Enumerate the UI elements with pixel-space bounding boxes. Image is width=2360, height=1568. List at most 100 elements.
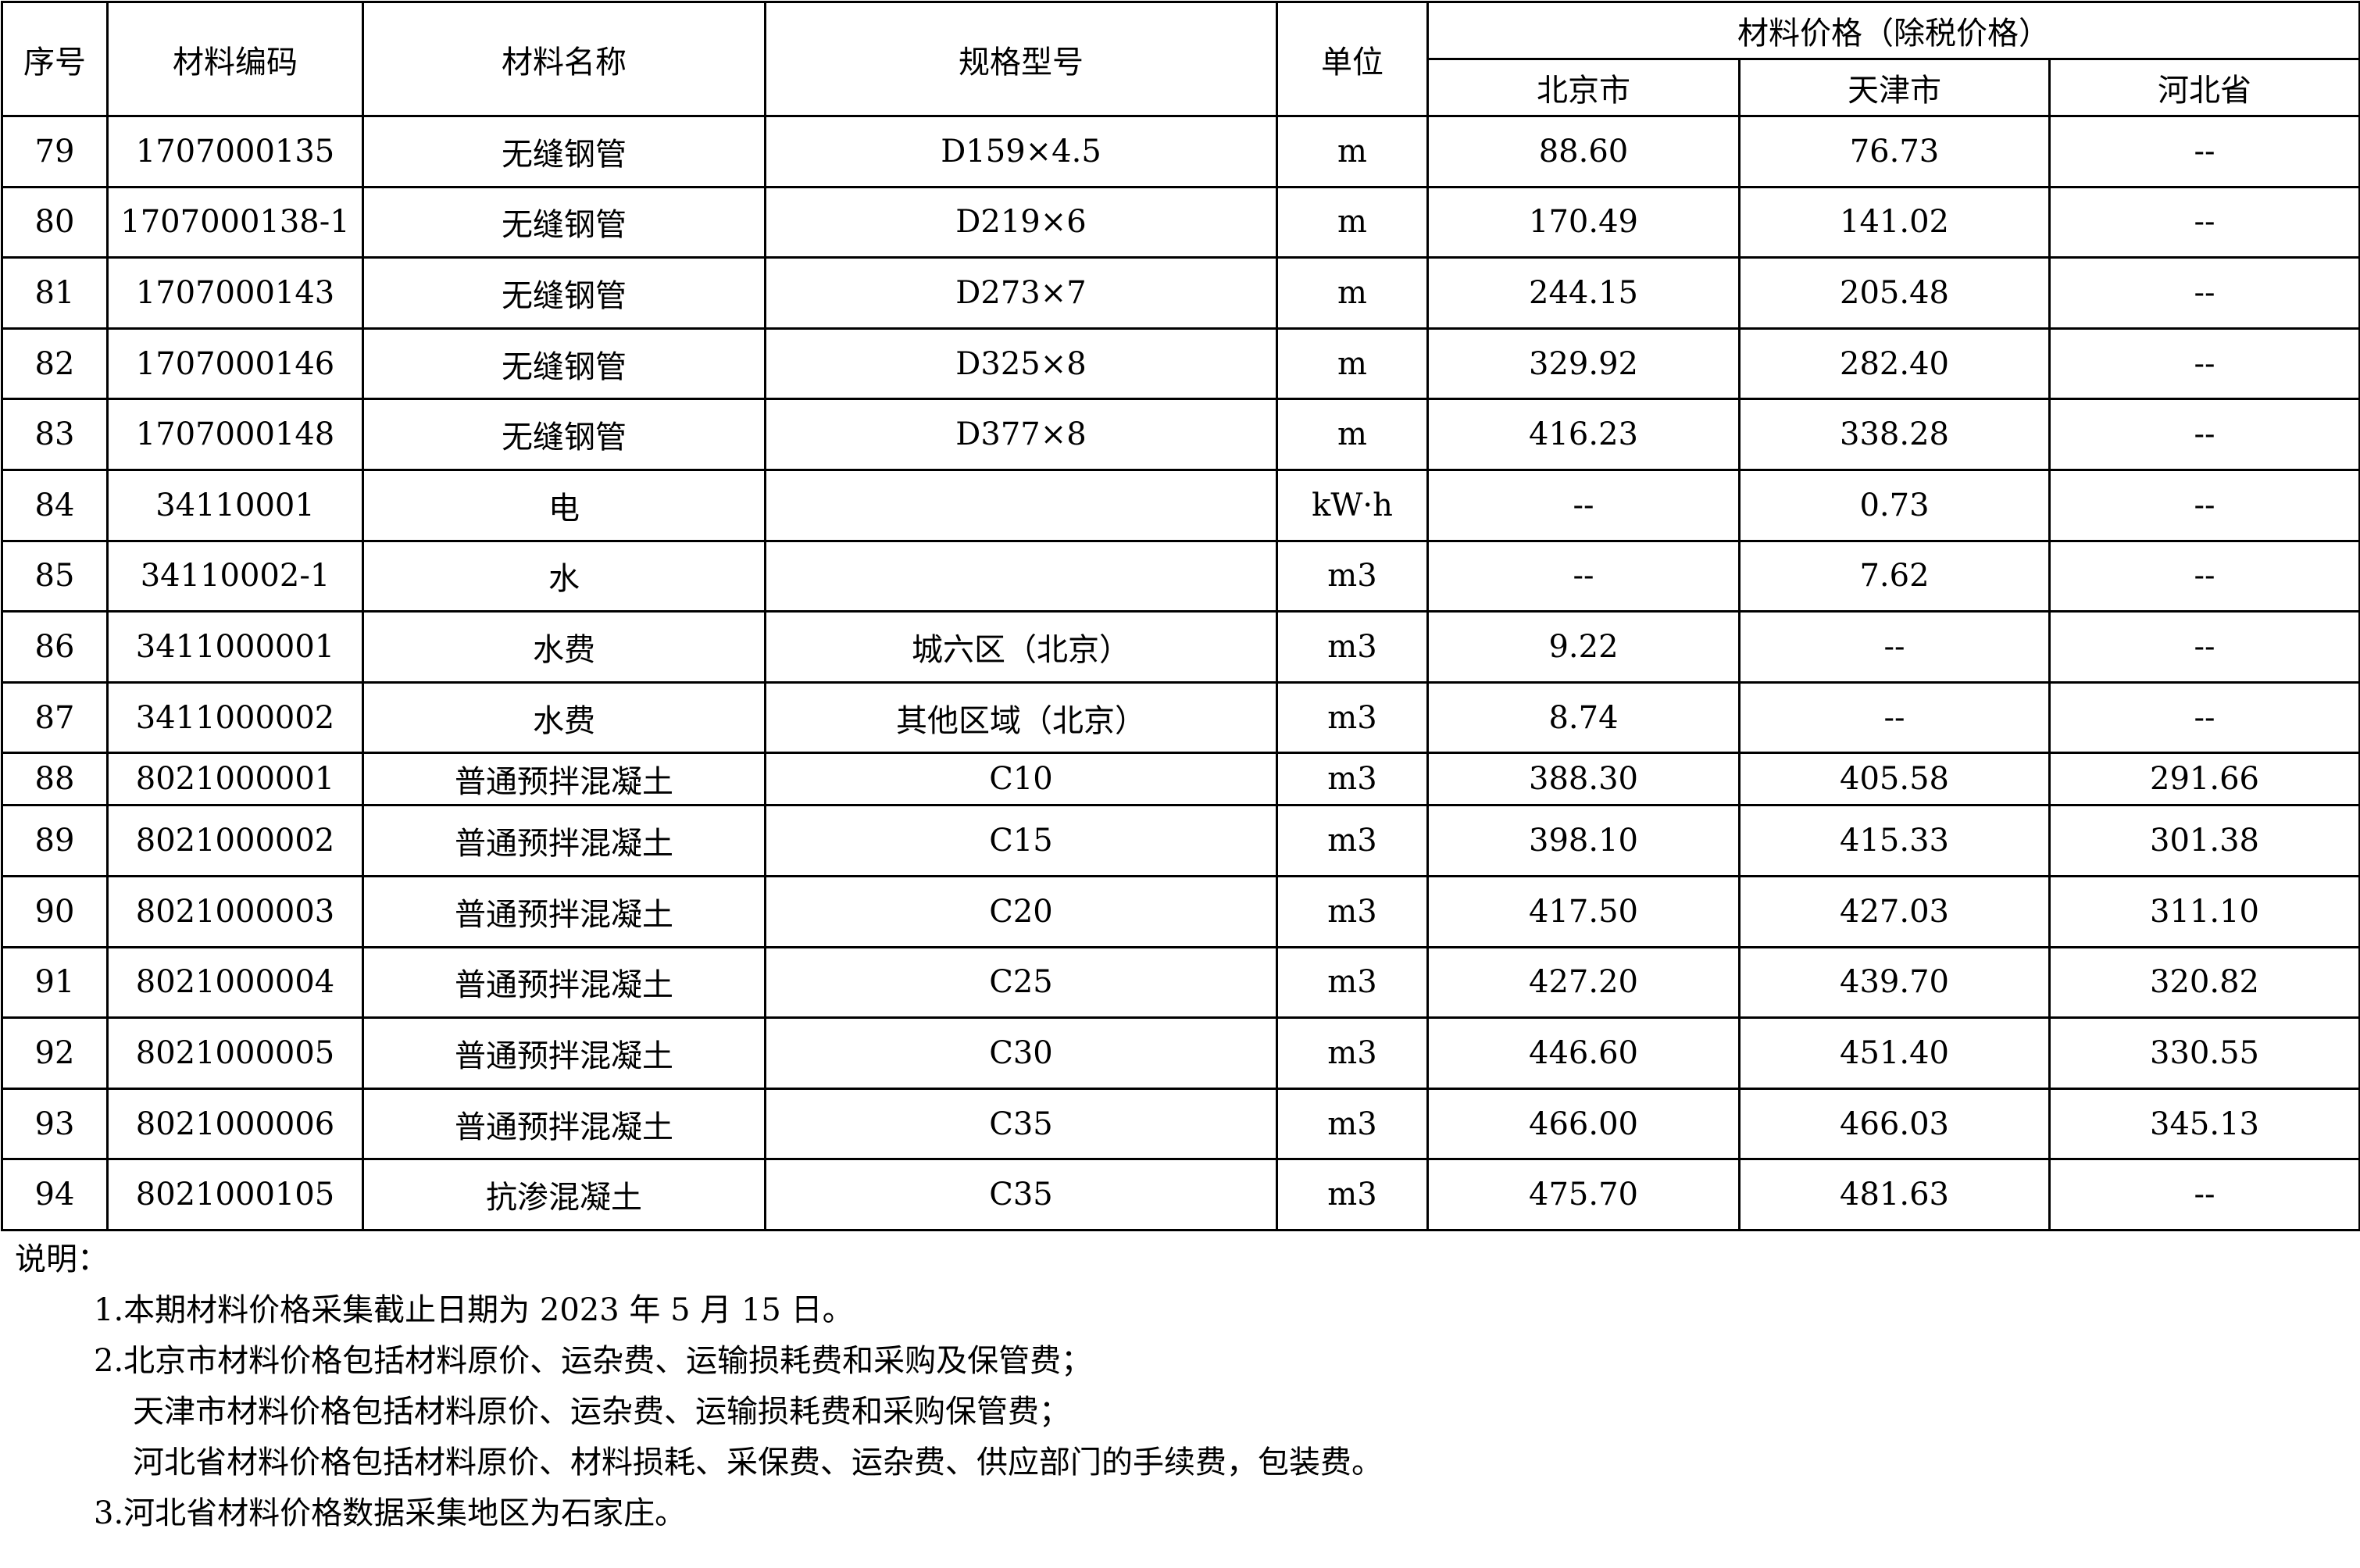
cell-code: 8021000003: [106, 874, 364, 948]
cell-beijing: 88.60: [1426, 115, 1741, 188]
cell-name: 水费: [362, 610, 766, 684]
cell-hebei: --: [2048, 468, 2360, 542]
cell-seq: 80: [1, 185, 109, 259]
cell-spec: D159×4.5: [764, 115, 1278, 188]
table-row: 80 1707000138-1 无缝钢管 D219×6 m 170.49 141.02 --: [1, 185, 2360, 259]
cell-name: 抗渗混凝土: [362, 1158, 766, 1231]
cell-hebei: 330.55: [2048, 1016, 2360, 1090]
cell-beijing: --: [1426, 468, 1741, 542]
cell-hebei: --: [2048, 610, 2360, 684]
cell-spec: 其他区域（北京）: [764, 680, 1278, 755]
cell-name: 水: [362, 539, 766, 613]
material-price-table: 序号 材料编码 材料名称 规格型号 单位 材料价格（除税价格） 北京市 天津市 …: [1, 1, 2360, 1231]
cell-beijing: --: [1426, 539, 1741, 613]
cell-hebei: --: [2048, 327, 2360, 401]
cell-spec: D219×6: [764, 185, 1278, 259]
cell-beijing: 388.30: [1426, 752, 1741, 807]
cell-tianjin: 415.33: [1738, 804, 2051, 877]
table-row: 85 34110002-1 水 m3 -- 7.62 --: [1, 539, 2360, 613]
cell-beijing: 416.23: [1426, 398, 1741, 471]
cell-name: 普通预拌混凝土: [362, 1016, 766, 1090]
cell-code: 1707000143: [106, 256, 364, 330]
cell-beijing: 417.50: [1426, 874, 1741, 948]
cell-beijing: 475.70: [1426, 1158, 1741, 1231]
cell-name: 普通预拌混凝土: [362, 1087, 766, 1161]
table-row: 79 1707000135 无缝钢管 D159×4.5 m 88.60 76.73 --: [1, 115, 2360, 188]
cell-tianjin: 282.40: [1738, 327, 2051, 401]
header-unit: 单位: [1276, 1, 1429, 117]
cell-hebei: 291.66: [2048, 752, 2360, 807]
table-row: 87 3411000002 水费 其他区域（北京） m3 8.74 -- --: [1, 680, 2360, 755]
cell-seq: 91: [1, 945, 109, 1020]
table-row: 90 8021000003 普通预拌混凝土 C20 m3 417.50 427.03 311.…: [1, 874, 2360, 948]
cell-beijing: 398.10: [1426, 804, 1741, 877]
cell-beijing: 170.49: [1426, 185, 1741, 259]
cell-tianjin: 205.48: [1738, 256, 2051, 330]
cell-tianjin: 0.73: [1738, 468, 2051, 542]
cell-seq: 81: [1, 256, 109, 330]
cell-name: 无缝钢管: [362, 398, 766, 471]
cell-tianjin: 141.02: [1738, 185, 2051, 259]
cell-unit: m3: [1276, 945, 1429, 1020]
cell-beijing: 427.20: [1426, 945, 1741, 1020]
cell-seq: 88: [1, 752, 109, 807]
cell-hebei: 301.38: [2048, 804, 2360, 877]
note-2-tianjin: 天津市材料价格包括材料原价、运杂费、运输损耗费和采购保管费；: [133, 1394, 1070, 1430]
cell-seq: 86: [1, 610, 109, 684]
cell-seq: 93: [1, 1087, 109, 1161]
cell-code: 34110001: [106, 468, 364, 542]
cell-name: 普通预拌混凝土: [362, 874, 766, 948]
cell-seq: 89: [1, 804, 109, 877]
cell-seq: 83: [1, 398, 109, 471]
cell-unit: m3: [1276, 874, 1429, 948]
cell-code: 8021000001: [106, 752, 364, 807]
cell-hebei: 345.13: [2048, 1087, 2360, 1161]
table-row: 84 34110001 电 kW·h -- 0.73 --: [1, 468, 2360, 542]
cell-unit: m3: [1276, 1158, 1429, 1231]
header-row: 序号 材料编码 材料名称 规格型号 单位 材料价格（除税价格）: [1, 1, 2360, 117]
notes: 说明： 1.本期材料价格采集截止日期为 2023 年 5 月 15 日。 2.北…: [0, 1234, 1383, 1539]
cell-name: 普通预拌混凝土: [362, 945, 766, 1020]
cell-seq: 92: [1, 1016, 109, 1090]
header-tianjin: 天津市: [1738, 58, 2051, 117]
cell-unit: m3: [1276, 1087, 1429, 1161]
table-row: 83 1707000148 无缝钢管 D377×8 m 416.23 338.28 --: [1, 398, 2360, 471]
cell-tianjin: 7.62: [1738, 539, 2051, 613]
cell-unit: m3: [1276, 680, 1429, 755]
cell-seq: 94: [1, 1158, 109, 1231]
cell-code: 34110002-1: [106, 539, 364, 613]
cell-name: 无缝钢管: [362, 327, 766, 401]
note-1: 1.本期材料价格采集截止日期为 2023 年 5 月 15 日。: [94, 1292, 854, 1328]
cell-tianjin: 427.03: [1738, 874, 2051, 948]
cell-hebei: --: [2048, 115, 2360, 188]
cell-name: 普通预拌混凝土: [362, 804, 766, 877]
note-2-hebei: 河北省材料价格包括材料原价、材料损耗、采保费、运杂费、供应部门的手续费，包装费。: [133, 1445, 1383, 1480]
cell-hebei: --: [2048, 185, 2360, 259]
cell-code: 8021000004: [106, 945, 364, 1020]
cell-seq: 82: [1, 327, 109, 401]
cell-tianjin: 439.70: [1738, 945, 2051, 1020]
cell-code: 1707000148: [106, 398, 364, 471]
header-seq: 序号: [1, 1, 109, 117]
header-price-group: 材料价格（除税价格）: [1426, 1, 2360, 60]
cell-tianjin: 338.28: [1738, 398, 2051, 471]
cell-code: 8021000105: [106, 1158, 364, 1231]
cell-code: 8021000005: [106, 1016, 364, 1090]
cell-hebei: --: [2048, 398, 2360, 471]
cell-code: 1707000146: [106, 327, 364, 401]
header-code: 材料编码: [106, 1, 364, 117]
notes-title: 说明：: [15, 1241, 109, 1277]
cell-spec: C25: [764, 945, 1278, 1020]
cell-spec: 城六区（北京）: [764, 610, 1278, 684]
cell-spec: D377×8: [764, 398, 1278, 471]
cell-unit: m: [1276, 398, 1429, 471]
header-beijing: 北京市: [1426, 58, 1741, 117]
note-2: 2.北京市材料价格包括材料原价、运杂费、运输损耗费和采购及保管费；: [94, 1343, 1093, 1379]
cell-unit: kW·h: [1276, 468, 1429, 542]
cell-beijing: 446.60: [1426, 1016, 1741, 1090]
header-spec: 规格型号: [764, 1, 1278, 117]
cell-tianjin: 466.03: [1738, 1087, 2051, 1161]
cell-unit: m: [1276, 185, 1429, 259]
cell-spec: C30: [764, 1016, 1278, 1090]
table-row: 94 8021000105 抗渗混凝土 C35 m3 475.70 481.63 --: [1, 1158, 2360, 1231]
